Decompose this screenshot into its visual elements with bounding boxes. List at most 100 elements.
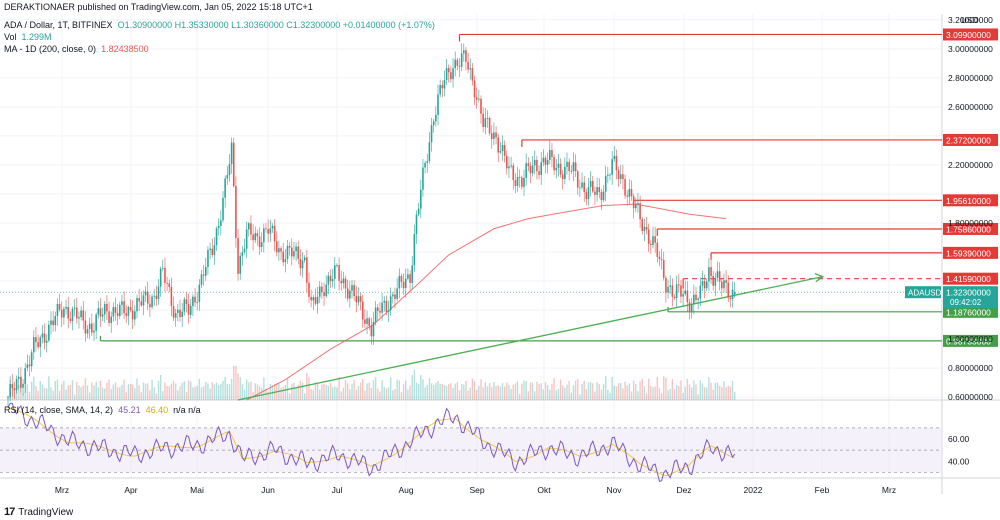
volume-bar xyxy=(402,384,405,400)
candle-body xyxy=(325,284,327,297)
candle-body xyxy=(400,275,403,282)
candle-body xyxy=(228,163,231,175)
volume-bar xyxy=(673,389,676,400)
candle-body xyxy=(338,265,340,281)
volume-bar xyxy=(572,385,575,400)
volume-bar xyxy=(734,391,736,400)
volume-bar xyxy=(398,380,400,400)
volume-bar xyxy=(123,379,125,400)
candle-body xyxy=(613,155,616,160)
volume-bar xyxy=(151,379,153,400)
volume-bar xyxy=(420,374,422,400)
candle-body xyxy=(708,267,710,282)
candle-body xyxy=(506,155,508,169)
volume-bar xyxy=(127,384,130,400)
countdown-label: 09:42:02 xyxy=(950,298,982,307)
volume-bar xyxy=(76,381,78,400)
candle-body xyxy=(181,311,183,318)
volume-bar xyxy=(65,389,67,400)
candle-body xyxy=(357,296,360,303)
volume-bar xyxy=(519,393,521,400)
level-label: 1.95610000 xyxy=(946,196,991,206)
candle-body xyxy=(587,186,590,200)
candle-body xyxy=(731,289,734,300)
rsi-na: n/a n/a xyxy=(173,405,201,415)
ma-value: 1.82438500 xyxy=(101,44,149,54)
price-tick-label: 2.80000000 xyxy=(948,73,993,83)
volume-bar xyxy=(491,387,493,400)
volume-bar xyxy=(605,376,607,400)
candle-body xyxy=(301,260,304,269)
price-tick-label: 0.60000000 xyxy=(948,392,993,402)
candle-body xyxy=(690,304,693,313)
candle-body xyxy=(232,142,235,187)
candle-body xyxy=(286,245,289,260)
volume-bar xyxy=(703,387,706,400)
candle-body xyxy=(355,295,358,303)
candle-body xyxy=(503,144,506,156)
candle-body xyxy=(697,298,699,301)
volume-bar xyxy=(415,382,418,400)
volume-bar xyxy=(338,376,340,400)
candle-body xyxy=(185,299,188,305)
volume-bar xyxy=(626,385,628,400)
volume-bar xyxy=(682,392,684,400)
volume-bar xyxy=(261,387,263,400)
volume-bar xyxy=(342,387,345,400)
volume-bar xyxy=(134,388,136,400)
volume-bar xyxy=(725,387,727,400)
candle-body xyxy=(589,181,592,187)
volume-bar xyxy=(35,386,37,400)
volume-bar xyxy=(400,392,403,400)
candle-body xyxy=(342,278,345,284)
candle-body xyxy=(295,246,297,252)
candle-body xyxy=(372,321,375,337)
volume-bar xyxy=(233,366,235,400)
candle-body xyxy=(134,311,136,320)
volume-bar xyxy=(577,379,579,400)
time-tick-label: Mrz xyxy=(882,485,896,495)
volume-bar xyxy=(136,378,138,400)
volume-bar xyxy=(177,390,179,400)
candle-body xyxy=(409,274,411,283)
candle-body xyxy=(570,171,573,172)
candle-body xyxy=(273,225,276,242)
candle-body xyxy=(114,307,117,313)
volume-bar xyxy=(323,383,325,400)
candle-body xyxy=(217,225,220,229)
volume-bar xyxy=(387,387,390,400)
candle-body xyxy=(639,203,641,220)
candle-body xyxy=(52,320,54,326)
candle-body xyxy=(493,132,495,139)
candle-body xyxy=(33,337,35,353)
candle-body xyxy=(336,265,338,266)
candle-body xyxy=(662,260,665,278)
level-label-box xyxy=(943,194,998,207)
candle-body xyxy=(684,290,687,295)
candle-body xyxy=(80,310,82,318)
volume-bar xyxy=(422,379,424,400)
volume-bar xyxy=(316,383,319,400)
time-tick-label: Apr xyxy=(124,485,137,495)
level-label-box xyxy=(943,334,998,347)
volume-bar xyxy=(306,372,308,400)
candle-body xyxy=(645,226,648,230)
volume-bar xyxy=(331,387,334,400)
candle-body xyxy=(729,297,732,300)
volume-bar xyxy=(428,377,431,400)
symbol-name: ADA / Dollar, 1T, BITFINEX xyxy=(4,20,113,30)
rsi-pane xyxy=(0,402,942,482)
volume-bar xyxy=(108,379,110,400)
candle-body xyxy=(327,275,330,285)
volume-bar xyxy=(568,380,570,400)
candle-body xyxy=(555,167,558,171)
volume-bar xyxy=(600,389,603,400)
volume-bar xyxy=(366,383,368,400)
candle-body xyxy=(164,267,166,283)
candle-body xyxy=(480,98,482,114)
volume-bar xyxy=(454,383,456,400)
candle-body xyxy=(63,308,65,318)
candle-body xyxy=(7,397,9,398)
candle-body xyxy=(678,284,680,286)
candle-body xyxy=(314,297,317,304)
